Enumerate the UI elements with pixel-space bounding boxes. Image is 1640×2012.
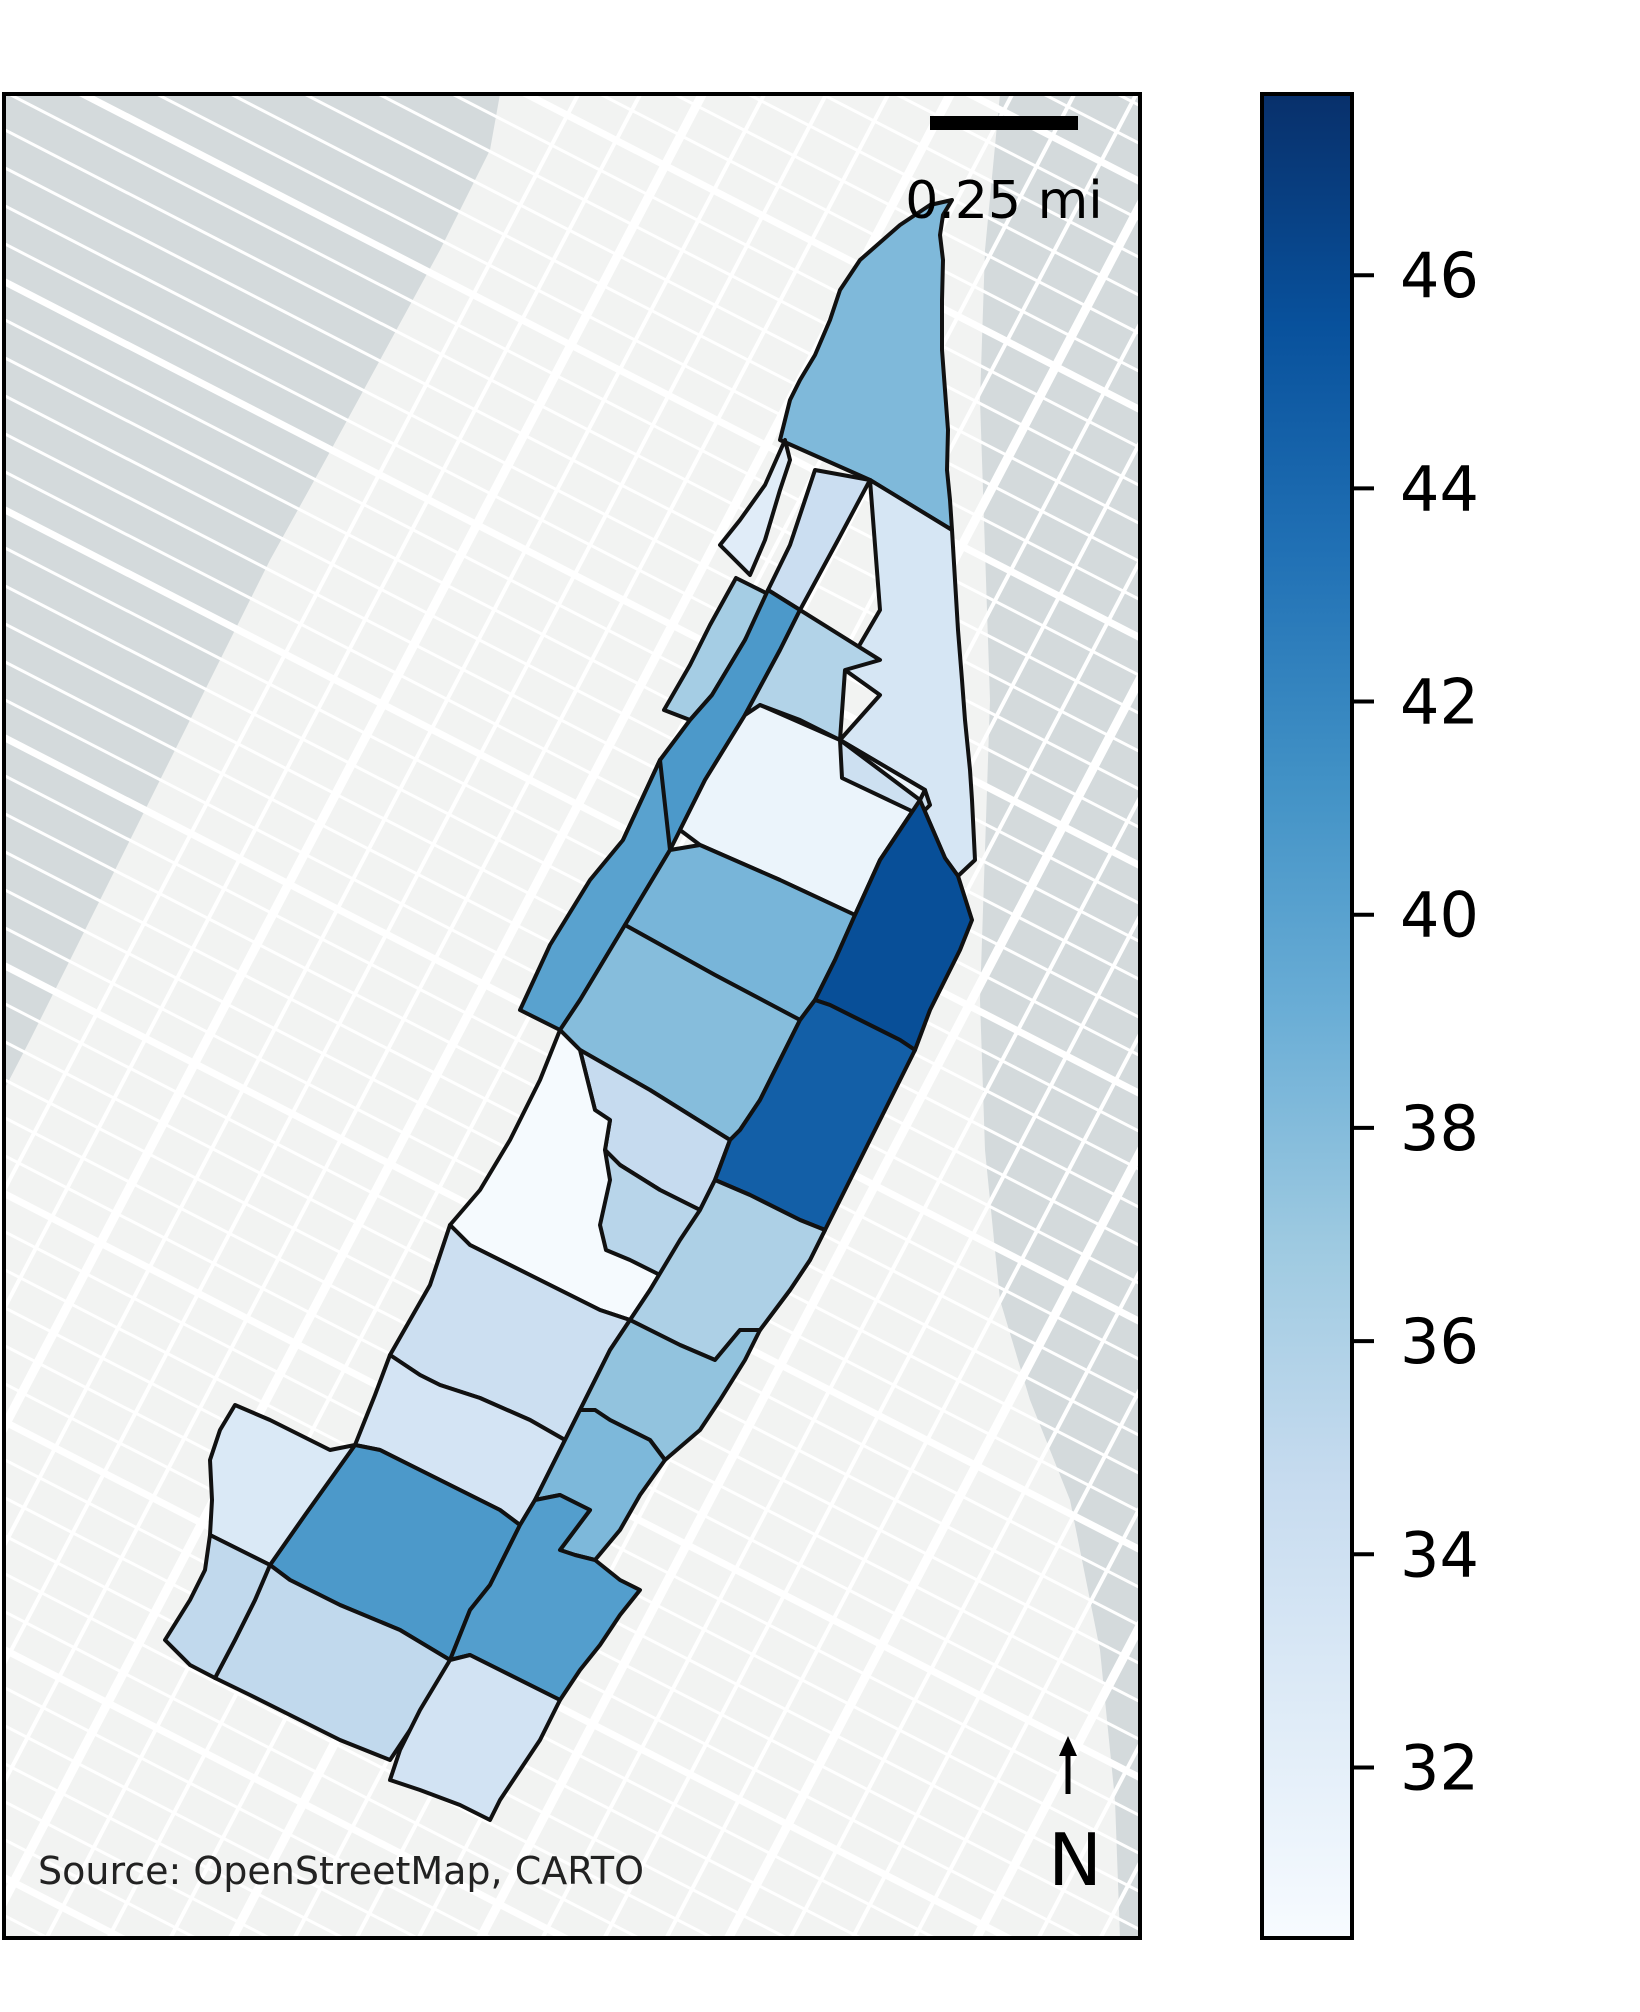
- road-line: [4, 355, 1140, 944]
- road-line: [153, 94, 1140, 602]
- road-line: [0, 1976, 1300, 2012]
- attribution-text: Source: OpenStreetMap, CARTO: [38, 1849, 644, 1893]
- road-line: [4, 505, 1140, 1098]
- road-line: [4, 1645, 573, 1938]
- road-line: [912, 1503, 1140, 1938]
- region-r18[interactable]: [628, 1178, 827, 1362]
- road-line: [4, 94, 891, 1787]
- colorbar-ticks: 46 44 42 40 38 36 34 32: [1352, 239, 1479, 1804]
- road-line: [0, 1938, 1300, 2012]
- region-r4[interactable]: [838, 478, 977, 878]
- road-line: [4, 241, 1140, 830]
- colorbar-tick-label: 32: [1400, 1731, 1479, 1804]
- road-line: [670, 94, 1140, 336]
- road-line: [540, 792, 1140, 1938]
- road-line: [4, 1837, 199, 1938]
- road-line: [892, 94, 1140, 222]
- north-arrow: N: [1048, 1736, 1102, 1902]
- road-line: [75, 94, 1140, 642]
- road-line: [4, 1417, 1016, 1938]
- road-line: [375, 94, 1140, 488]
- colorbar-tick-label: 42: [1400, 666, 1479, 739]
- road-line: [4, 393, 1140, 982]
- colorbar-tick-label: 46: [1400, 239, 1479, 312]
- road-line: [4, 1495, 864, 1938]
- scale-bar: 0.25 mi: [905, 116, 1103, 231]
- region-r27[interactable]: [388, 1653, 562, 1822]
- road-line: [4, 94, 708, 1437]
- road-line: [818, 94, 1140, 260]
- road-line: [4, 1457, 938, 1938]
- road-line: [961, 94, 1140, 186]
- road-line: [5, 94, 1140, 678]
- road-line: [1040, 94, 1140, 146]
- road-line: [4, 1799, 273, 1938]
- road-line: [4, 1723, 421, 1938]
- region-r2[interactable]: [718, 438, 792, 577]
- road-line: [475, 669, 1140, 1938]
- colorbar-tick-label: 40: [1400, 879, 1479, 952]
- map-frame: [2, 92, 1142, 1940]
- road-line: [723, 1142, 1140, 1938]
- region-r21[interactable]: [578, 1318, 762, 1462]
- road-line: [602, 911, 1140, 1938]
- road-line: [4, 277, 1140, 870]
- road-line: [971, 1616, 1140, 1938]
- scale-bar-line: [930, 116, 1078, 130]
- road-line: [448, 94, 1140, 450]
- road-line: [850, 1384, 1140, 1938]
- road-line: [4, 1609, 643, 1938]
- road-line: [4, 165, 1140, 754]
- colorbar-tick-label: 36: [1400, 1305, 1479, 1378]
- road-line: [4, 94, 581, 1195]
- road-line: [4, 127, 1140, 716]
- scale-bar-label: 0.25 mi: [905, 171, 1102, 231]
- road-line: [596, 94, 1140, 374]
- road-line: [4, 1571, 717, 1938]
- road-line: [1130, 0, 1640, 2000]
- region-r7[interactable]: [743, 608, 882, 742]
- road-line: [1502, 0, 1640, 2000]
- region-r28[interactable]: [163, 1533, 272, 1680]
- north-label: N: [1048, 1818, 1102, 1902]
- road-line: [4, 1761, 347, 1938]
- north-arrow-icon: [1059, 1736, 1077, 1756]
- road-line: [1626, 0, 1640, 2000]
- road-line: [518, 94, 1140, 414]
- colorbar-tick-label: 34: [1400, 1518, 1479, 1591]
- road-line: [1564, 0, 1640, 2000]
- road-line: [4, 203, 1140, 792]
- road-line: [0, 0, 1300, 74]
- road-line: [4, 1381, 1086, 1938]
- region-r24[interactable]: [448, 1493, 642, 1702]
- road-line: [4, 1685, 495, 1938]
- road-line: [4, 94, 643, 1314]
- colorbar: 46 44 42 40 38 36 34 32: [1260, 92, 1479, 1940]
- colorbar-tick-label: 38: [1400, 1092, 1479, 1165]
- colorbar-tick-label: 44: [1400, 452, 1479, 525]
- road-line: [4, 317, 1140, 906]
- road-line: [744, 94, 1140, 298]
- road-line: [4, 431, 1140, 1020]
- road-line: [4, 469, 1140, 1058]
- road-line: [0, 0, 1300, 36]
- road-line: [227, 94, 1140, 564]
- road-line: [4, 1343, 1140, 1932]
- road-line: [301, 94, 1140, 526]
- tract-regions: [163, 198, 977, 1822]
- road-line: [788, 1266, 1140, 1938]
- road-line: [4, 1533, 790, 1938]
- road-line: [4, 545, 1140, 1134]
- colorbar-gradient: [1260, 92, 1354, 1940]
